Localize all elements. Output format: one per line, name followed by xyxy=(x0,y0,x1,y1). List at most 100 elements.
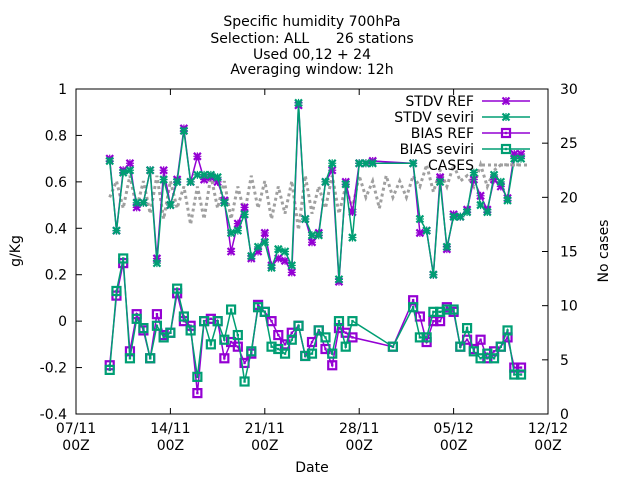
series-cases xyxy=(108,159,521,231)
point-stdv-seviri xyxy=(159,175,168,184)
point-bias-ref xyxy=(266,316,277,327)
point-bias-ref xyxy=(205,313,216,324)
legend-label: BIAS seviri xyxy=(400,142,474,158)
point-stdv-ref xyxy=(415,228,425,238)
y-tick-label: -0.4 xyxy=(40,407,67,423)
point-bias-seviri xyxy=(225,304,237,315)
legend-label: CASES xyxy=(428,158,474,174)
point-bias-seviri xyxy=(111,285,122,297)
point-bias-seviri xyxy=(151,320,163,331)
x-tick-label-date: 28/11 xyxy=(339,421,379,437)
point-stdv-seviri xyxy=(172,177,182,187)
x-axis-label: Date xyxy=(295,460,328,476)
point-stdv-seviri xyxy=(348,233,357,242)
point-stdv-seviri xyxy=(442,242,452,252)
point-stdv-seviri xyxy=(496,177,506,187)
point-stdv-seviri xyxy=(213,172,222,182)
point-stdv-seviri xyxy=(307,230,317,240)
point-bias-seviri xyxy=(347,316,358,327)
point-bias-seviri xyxy=(502,325,513,336)
series-bias-seviri xyxy=(104,253,527,387)
point-stdv-seviri xyxy=(260,237,270,247)
point-bias-seviri xyxy=(333,316,345,327)
series-line-bias-seviri xyxy=(108,258,521,382)
point-bias-seviri xyxy=(178,311,189,322)
x-tick-label-hour: 00Z xyxy=(157,438,184,454)
point-stdv-seviri xyxy=(516,154,526,163)
point-stdv-seviri xyxy=(321,177,330,187)
point-stdv-seviri xyxy=(503,196,512,205)
y2-tick-label: 20 xyxy=(560,190,578,206)
point-stdv-seviri xyxy=(408,159,418,168)
point-bias-seviri xyxy=(495,341,506,352)
point-stdv-seviri xyxy=(112,226,121,235)
point-bias-seviri xyxy=(300,350,311,362)
point-bias-seviri xyxy=(293,320,304,331)
point-bias-seviri xyxy=(199,316,210,327)
point-bias-seviri xyxy=(232,329,243,341)
point-stdv-seviri xyxy=(193,170,202,180)
point-stdv-seviri xyxy=(476,200,485,210)
point-stdv-seviri xyxy=(145,165,155,175)
point-stdv-seviri xyxy=(166,200,175,210)
y2-tick-label: 30 xyxy=(560,82,578,98)
point-stdv-seviri xyxy=(233,226,243,235)
legend-label: STDV REF xyxy=(405,94,474,110)
point-stdv-seviri xyxy=(489,170,499,180)
point-bias-seviri xyxy=(266,341,277,352)
point-bias-seviri xyxy=(246,346,257,357)
point-bias-seviri xyxy=(509,369,520,380)
x-tick-label-hour: 00Z xyxy=(534,438,561,454)
point-bias-seviri xyxy=(340,341,351,352)
point-stdv-seviri xyxy=(415,214,425,224)
point-bias-ref xyxy=(327,360,338,371)
point-bias-ref xyxy=(151,309,163,320)
point-stdv-seviri xyxy=(152,258,162,268)
point-stdv-seviri xyxy=(469,168,479,177)
point-stdv-seviri xyxy=(483,207,492,217)
point-bias-seviri xyxy=(131,313,142,324)
point-stdv-seviri xyxy=(341,179,350,189)
point-bias-seviri xyxy=(212,316,223,327)
y2-axis-label: No cases xyxy=(596,220,612,283)
point-bias-seviri xyxy=(448,304,459,315)
point-stdv-seviri xyxy=(240,210,249,219)
point-bias-seviri xyxy=(165,327,176,338)
point-stdv-seviri xyxy=(314,230,324,240)
point-stdv-ref xyxy=(260,228,270,238)
point-bias-seviri xyxy=(259,306,270,317)
point-stdv-seviri xyxy=(300,214,310,224)
point-bias-seviri xyxy=(414,332,425,343)
point-bias-seviri xyxy=(124,353,136,364)
point-stdv-ref xyxy=(159,165,168,175)
point-bias-ref xyxy=(192,388,203,399)
point-bias-seviri xyxy=(192,371,203,382)
point-bias-ref xyxy=(219,353,230,364)
legend-marker xyxy=(501,96,511,106)
point-stdv-seviri xyxy=(294,98,303,108)
point-stdv-seviri xyxy=(274,244,283,254)
x-tick-label-date: 21/11 xyxy=(245,421,285,437)
point-stdv-seviri xyxy=(206,170,216,180)
legend-label: STDV seviri xyxy=(394,110,474,126)
point-stdv-seviri xyxy=(132,198,141,208)
y-tick-label: 0.2 xyxy=(45,268,67,284)
x-tick-label-date: 14/11 xyxy=(150,421,190,437)
point-bias-ref xyxy=(232,341,243,352)
point-stdv-seviri xyxy=(139,198,148,208)
title-line-1: Specific humidity 700hPa xyxy=(223,14,400,30)
point-bias-seviri xyxy=(239,376,250,387)
point-stdv-ref xyxy=(226,247,236,256)
point-stdv-seviri xyxy=(280,247,290,256)
y2-tick-label: 0 xyxy=(560,407,569,423)
x-tick-label-hour: 00Z xyxy=(62,438,89,454)
point-bias-ref xyxy=(273,329,284,341)
point-stdv-seviri xyxy=(354,159,364,168)
point-stdv-seviri xyxy=(118,168,128,177)
point-stdv-seviri xyxy=(179,126,189,136)
point-stdv-seviri xyxy=(186,177,195,187)
point-stdv-ref xyxy=(240,203,249,212)
point-bias-seviri xyxy=(279,348,291,359)
x-tick-label-date: 05/12 xyxy=(433,421,473,437)
